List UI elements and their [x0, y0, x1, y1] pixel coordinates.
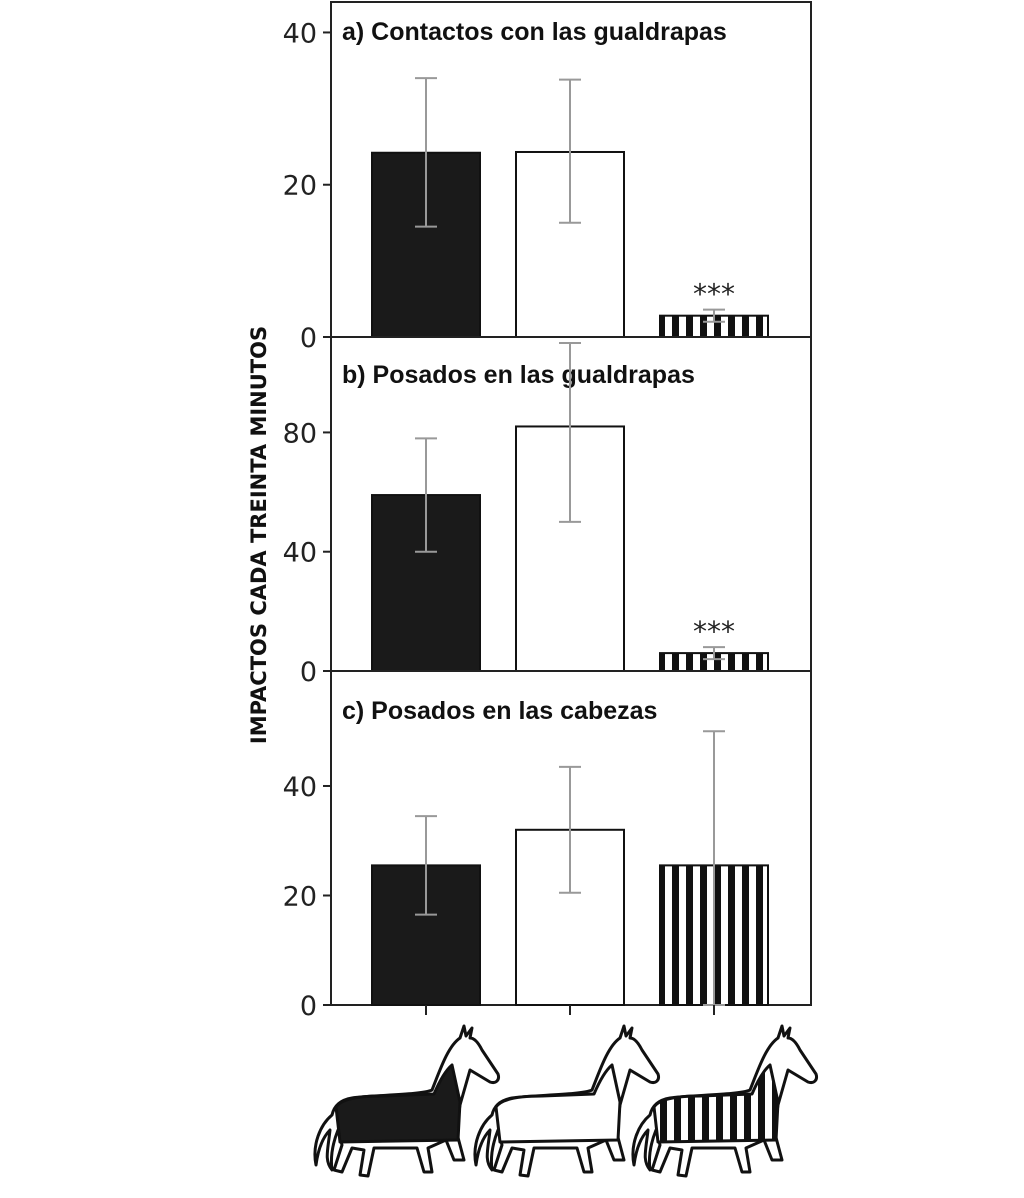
y-tick-label: 20 — [283, 171, 317, 202]
significance-label: *** — [693, 615, 735, 648]
horse-striped-blanket-icon — [631, 1024, 818, 1178]
horse-blanket — [494, 1063, 622, 1144]
panel-b-title: b) Posados en las gualdrapas — [342, 361, 695, 389]
horse-white-blanket-icon — [473, 1024, 660, 1178]
y-tick-label: 20 — [283, 881, 317, 912]
y-tick-label: 0 — [300, 323, 317, 354]
y-tick-label: 40 — [283, 538, 317, 569]
y-tick-label: 0 — [300, 991, 317, 1022]
horse-blanket — [652, 1063, 780, 1144]
panel-c: c) Posados en las cabezas 0 20 40 — [283, 670, 812, 1022]
y-tick-label: 0 — [300, 657, 317, 688]
significance-label: *** — [693, 278, 735, 311]
panel-a-title: a) Contactos con las gualdrapas — [342, 18, 727, 46]
y-axis-title: IMPACTOS CADA TREINTA MINUTOS — [247, 326, 271, 744]
panel-c-title: c) Posados en las cabezas — [342, 697, 657, 725]
horse-blanket — [334, 1063, 462, 1144]
y-tick-label: 40 — [283, 18, 317, 49]
y-tick-label: 40 — [283, 772, 317, 803]
panel-b: b) Posados en las gualdrapas 0 40 80 *** — [283, 336, 812, 688]
horse-black-blanket-icon — [313, 1024, 500, 1178]
x-axis-icons — [313, 1024, 818, 1178]
panel-a: a) Contactos con las gualdrapas 0 20 40 *** — [283, 1, 812, 354]
y-tick-label: 80 — [283, 418, 317, 449]
